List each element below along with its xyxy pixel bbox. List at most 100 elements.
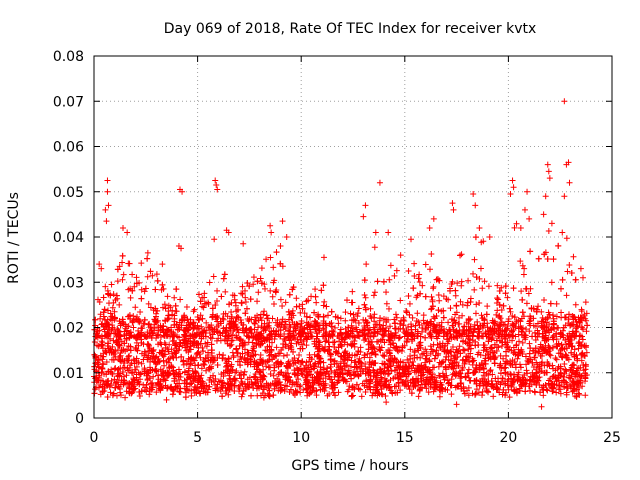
data-point	[559, 276, 566, 283]
data-point	[363, 261, 370, 268]
data-point	[270, 279, 277, 286]
data-point	[311, 351, 318, 358]
data-point	[161, 301, 168, 308]
data-point	[518, 288, 525, 295]
data-point	[397, 297, 404, 304]
data-point	[355, 305, 362, 312]
data-point	[365, 338, 372, 345]
data-point	[127, 294, 134, 301]
data-point	[313, 392, 320, 399]
data-point	[169, 307, 176, 314]
data-point	[159, 304, 166, 311]
data-point	[172, 373, 179, 380]
data-point	[281, 386, 288, 393]
data-point	[238, 299, 245, 306]
data-point	[362, 294, 369, 301]
data-point	[281, 330, 288, 337]
data-point	[345, 386, 352, 393]
data-point	[405, 359, 412, 366]
data-point	[335, 378, 342, 385]
data-point	[164, 316, 171, 323]
data-point	[420, 317, 427, 324]
data-point	[232, 299, 239, 306]
data-point	[354, 310, 361, 317]
grid-lines	[94, 56, 612, 418]
data-point	[195, 291, 202, 298]
data-point	[555, 382, 562, 389]
data-point	[135, 327, 142, 334]
data-point	[337, 315, 344, 322]
data-point	[91, 339, 98, 346]
data-point	[254, 298, 261, 305]
data-point	[183, 304, 190, 311]
data-point	[141, 288, 148, 295]
data-point	[125, 260, 132, 267]
data-point	[447, 305, 454, 312]
data-point	[405, 292, 412, 299]
data-point	[244, 316, 251, 323]
data-point	[414, 310, 421, 317]
data-point	[197, 354, 204, 361]
data-point	[346, 383, 353, 390]
data-point	[321, 298, 328, 305]
data-point	[229, 292, 236, 299]
data-point	[242, 299, 249, 306]
data-point	[218, 293, 225, 300]
data-point	[553, 389, 560, 396]
data-point	[347, 363, 354, 370]
data-point	[461, 347, 468, 354]
data-point	[350, 311, 357, 318]
data-point	[526, 328, 533, 335]
data-point	[216, 351, 223, 358]
data-point	[448, 391, 455, 398]
data-point	[547, 300, 554, 307]
data-point	[566, 261, 573, 268]
data-point	[271, 367, 278, 374]
data-point	[582, 299, 589, 306]
data-point	[391, 320, 398, 327]
data-point	[479, 392, 486, 399]
data-point	[377, 315, 384, 322]
data-point	[133, 346, 140, 353]
data-point	[407, 353, 414, 360]
data-point	[138, 260, 145, 267]
data-point	[249, 339, 256, 346]
data-point	[177, 296, 184, 303]
data-point	[133, 339, 140, 346]
data-point	[557, 285, 564, 292]
data-point	[510, 333, 517, 340]
data-point	[435, 291, 442, 298]
data-point	[280, 352, 287, 359]
data-point	[449, 344, 456, 351]
data-point	[144, 255, 151, 262]
data-point	[230, 352, 237, 359]
data-point	[219, 315, 226, 322]
data-point	[572, 301, 579, 308]
data-point	[144, 273, 151, 280]
data-point	[113, 392, 120, 399]
data-point	[501, 365, 508, 372]
data-point	[349, 288, 356, 295]
data-point	[458, 251, 465, 258]
data-point	[327, 376, 334, 383]
data-point	[459, 301, 466, 308]
data-point	[328, 367, 335, 374]
data-point	[91, 390, 98, 397]
data-point	[484, 303, 491, 310]
data-point	[220, 316, 227, 323]
data-point	[384, 371, 391, 378]
data-point	[108, 281, 115, 288]
data-point	[145, 300, 152, 307]
data-point	[153, 389, 160, 396]
data-point	[252, 314, 259, 321]
data-point	[262, 285, 269, 292]
data-point	[257, 351, 264, 358]
data-point	[454, 280, 461, 287]
data-point	[411, 352, 418, 359]
data-point	[120, 271, 127, 278]
data-point	[263, 363, 270, 370]
data-point	[443, 372, 450, 379]
data-point	[204, 339, 211, 346]
data-point	[267, 254, 274, 261]
data-point	[296, 303, 303, 310]
